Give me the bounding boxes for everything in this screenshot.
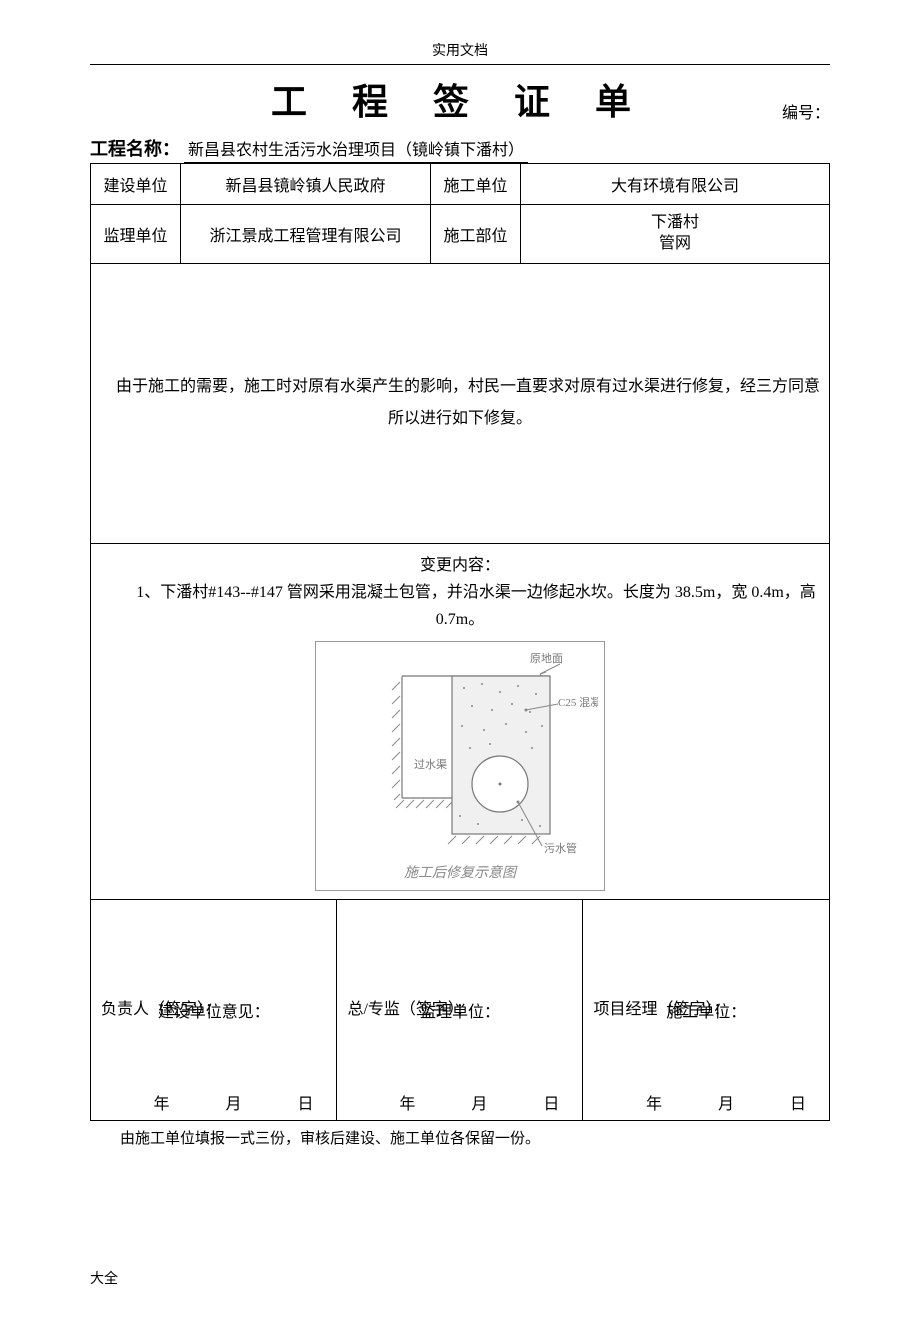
channel-label: 过水渠: [414, 758, 447, 771]
main-title: 工 程 签 证 单: [271, 73, 649, 125]
change-row: 变更内容： 1、下潘村#143--#147 管网采用混凝土包管，并沿水渠一边修起…: [91, 543, 830, 899]
cell-contractor-value: 大有环境有限公司: [521, 164, 830, 205]
cell-owner-label: 建设单位: [91, 164, 181, 205]
cell-contractor-label: 施工单位: [431, 164, 521, 205]
concrete-label: C25 混凝土: [558, 695, 598, 709]
sign-date-2: 年月日: [601, 1090, 817, 1114]
repair-diagram: 原地面: [322, 648, 598, 858]
project-row: 工程名称： 新昌县农村生活污水治理项目（镜岭镇下潘村）: [90, 135, 830, 163]
change-title: 变更内容：: [97, 552, 823, 579]
sign-date-1: 年月日: [354, 1090, 570, 1114]
pipe-leader-dot: [517, 801, 520, 804]
ground-label: 原地面: [530, 652, 563, 665]
cell-supervisor-label: 监理单位: [91, 205, 181, 264]
project-label: 工程名称：: [90, 135, 180, 161]
doc-number-label: 编号：: [782, 99, 830, 123]
hatch-bottom-icon: [396, 800, 452, 808]
description-cell: 由于施工的需要，施工时对原有水渠产生的影响，村民一直要求对原有过水渠进行修复，经…: [91, 263, 830, 543]
sign-cell-2: 施工单位： 项目经理（签字）： 年月日: [583, 900, 829, 1120]
change-cell: 变更内容： 1、下潘村#143--#147 管网采用混凝土包管，并沿水渠一边修起…: [91, 543, 830, 899]
bottom-label: 大全: [90, 1268, 830, 1288]
concrete-leader-dot: [525, 709, 528, 712]
pipe-label: 污水管: [544, 841, 577, 855]
sign-signer-1: 总/专监（签字）：: [347, 995, 471, 1019]
sign-cell-0: 建设单位意见： 负责人（签字）： 年月日: [91, 900, 337, 1120]
cell-supervisor-value: 浙江景成工程管理有限公司: [181, 205, 431, 264]
title-row: 工 程 签 证 单 编号：: [90, 73, 830, 125]
project-value: 新昌县农村生活污水治理项目（镜岭镇下潘村）: [184, 136, 528, 163]
sign-signer-0: 负责人（签字）：: [101, 995, 221, 1019]
diagram-caption: 施工后修复示意图: [322, 862, 598, 886]
signature-table: 建设单位意见： 负责人（签字）： 年月日 监理单位： 总/专监（签字）： 年月日: [91, 900, 829, 1120]
sign-cell-1: 监理单位： 总/专监（签字）： 年月日: [337, 900, 583, 1120]
description-row: 由于施工的需要，施工时对原有水渠产生的影响，村民一直要求对原有过水渠进行修复，经…: [91, 263, 830, 543]
pipe-center-icon: [499, 783, 502, 786]
sign-date-0: 年月日: [108, 1090, 324, 1114]
description-text: 由于施工的需要，施工时对原有水渠产生的影响，村民一直要求对原有过水渠进行修复，经…: [97, 371, 823, 435]
sign-signer-2: 项目经理（签字）：: [593, 995, 729, 1019]
hatch-below-block-icon: [448, 836, 540, 844]
info-row-0: 建设单位 新昌县镜岭镇人民政府 施工单位 大有环境有限公司: [91, 164, 830, 205]
info-row-1: 监理单位 浙江景成工程管理有限公司 施工部位 下潘村 管网: [91, 205, 830, 264]
change-body: 1、下潘村#143--#147 管网采用混凝土包管，并沿水渠一边修起水坎。长度为…: [97, 579, 823, 633]
hatch-left-icon: [392, 682, 400, 800]
signature-row: 建设单位意见： 负责人（签字）： 年月日 监理单位： 总/专监（签字）： 年月日: [91, 899, 830, 1120]
cell-part-value: 下潘村 管网: [521, 205, 830, 264]
diagram-box: 原地面: [315, 641, 605, 891]
footer-note: 由施工单位填报一式三份，审核后建设、施工单位各保留一份。: [90, 1127, 830, 1148]
main-table: 建设单位 新昌县镜岭镇人民政府 施工单位 大有环境有限公司 监理单位 浙江景成工…: [90, 163, 830, 1121]
diagram-wrap: 原地面: [97, 641, 823, 891]
cell-owner-value: 新昌县镜岭镇人民政府: [181, 164, 431, 205]
page-header: 实用文档: [90, 40, 830, 65]
cell-part-label: 施工部位: [431, 205, 521, 264]
